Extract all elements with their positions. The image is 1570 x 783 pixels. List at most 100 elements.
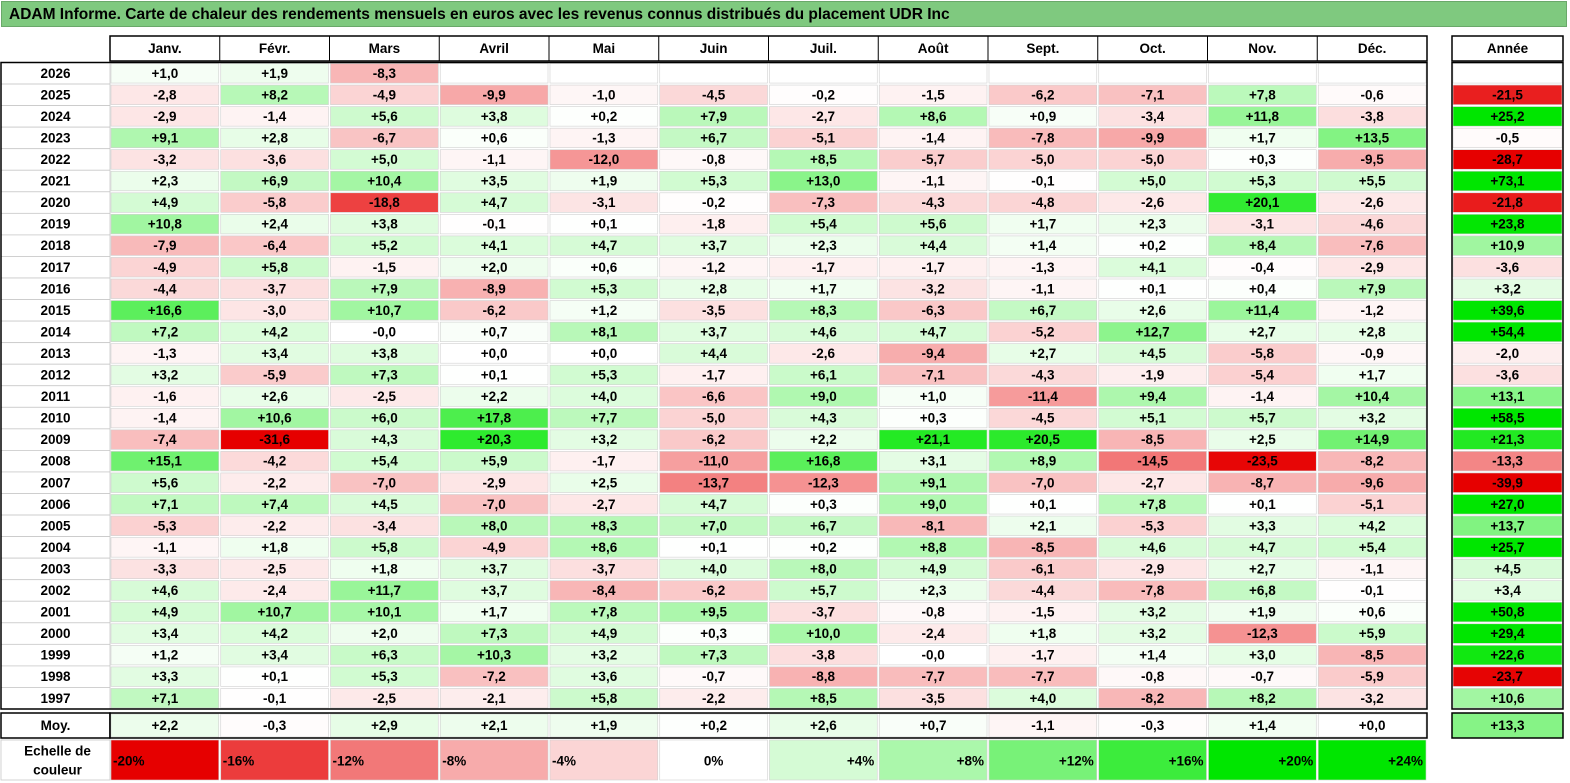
heatmap-cell xyxy=(220,235,329,256)
cell-value: -2,9 xyxy=(1141,561,1164,576)
heatmap-cell xyxy=(549,364,659,386)
cell-value: -3,1 xyxy=(592,195,616,210)
heatmap-cell xyxy=(878,192,988,213)
cell-value: +1,0 xyxy=(152,66,179,81)
cell-value: -2,5 xyxy=(373,691,397,706)
cell-value: +5,3 xyxy=(1249,174,1276,189)
heatmap-cell xyxy=(110,343,220,364)
heatmap-cell xyxy=(110,192,220,213)
heatmap-cell xyxy=(878,451,988,472)
scale-swatch xyxy=(549,739,659,781)
cell-value: -2,8 xyxy=(153,87,177,102)
heatmap-cell xyxy=(988,343,1098,364)
heatmap-cell xyxy=(1098,257,1207,278)
year-total-cell xyxy=(1452,515,1563,536)
cell-value: -2,2 xyxy=(263,518,286,533)
cell-value: -2,1 xyxy=(482,691,506,706)
row-label-2008: 2008 xyxy=(40,454,71,469)
cell-value: +20,5 xyxy=(1026,432,1061,447)
cell-value: +4,7 xyxy=(920,324,947,339)
cell-value: -12,0 xyxy=(588,152,619,167)
heatmap-cell xyxy=(1208,429,1317,450)
heatmap-cell xyxy=(110,494,220,515)
cell-value: +0,1 xyxy=(1030,497,1057,512)
avg-value: +2,9 xyxy=(371,718,398,733)
heatmap-cell xyxy=(1317,623,1427,644)
cell-value: +4,2 xyxy=(261,626,288,641)
heatmap-cell xyxy=(878,494,988,515)
year-total-cell xyxy=(1452,429,1563,450)
heatmap-cell xyxy=(439,537,549,558)
cell-value: +8,3 xyxy=(810,303,837,318)
cell-value: +5,7 xyxy=(1249,411,1276,426)
cell-value: -5,1 xyxy=(1360,497,1384,512)
cell-value: -3,4 xyxy=(1141,109,1165,124)
heatmap-cell xyxy=(110,214,220,235)
heatmap-cell xyxy=(988,580,1098,601)
cell-value: -3,2 xyxy=(1360,691,1383,706)
cell-value: -8,2 xyxy=(1141,691,1164,706)
cell-value: -3,8 xyxy=(812,648,836,663)
cell-value: +0,9 xyxy=(1030,109,1057,124)
heatmap-cell xyxy=(220,300,329,321)
cell-value: +0,3 xyxy=(810,497,837,512)
heatmap-cell xyxy=(110,364,220,386)
avg-value: -1,1 xyxy=(1031,718,1055,733)
chart-title: ADAM Informe. Carte de chaleur des rende… xyxy=(9,6,950,23)
heatmap-cell xyxy=(769,192,878,213)
heatmap-cell xyxy=(878,623,988,644)
heatmap-cell xyxy=(110,537,220,558)
cell-value: -0,1 xyxy=(1360,583,1384,598)
heatmap-cell xyxy=(439,149,549,170)
heatmap-cell xyxy=(439,645,549,666)
heatmap-cell xyxy=(988,127,1098,148)
cell-value: +0,6 xyxy=(481,130,508,145)
year-total-value: -21,8 xyxy=(1492,195,1523,210)
year-total-cell xyxy=(1452,84,1563,105)
cell-value: +4,2 xyxy=(1359,518,1386,533)
year-header-cell xyxy=(1451,35,1564,62)
cell-value: -5,0 xyxy=(1031,152,1054,167)
cell-value: -3,1 xyxy=(1251,217,1275,232)
cell-value: -5,2 xyxy=(1031,324,1054,339)
cell-value: +2,0 xyxy=(371,626,398,641)
heatmap-cell xyxy=(220,192,329,213)
cell-value: +8,1 xyxy=(591,324,618,339)
row-label-2020: 2020 xyxy=(40,195,70,210)
cell-value: -8,1 xyxy=(921,518,945,533)
cell-value: -6,2 xyxy=(702,583,725,598)
cell-value: +3,0 xyxy=(1249,648,1276,663)
cell-value: +8,0 xyxy=(810,561,837,576)
heatmap-cell xyxy=(220,623,329,644)
scale-step-label: -4% xyxy=(552,754,576,769)
heatmap-cell xyxy=(549,537,659,558)
cell-value: +2,8 xyxy=(1359,324,1386,339)
cell-value: +4,0 xyxy=(700,561,727,576)
cell-value: -1,2 xyxy=(702,260,725,275)
row-label-2007: 2007 xyxy=(40,475,70,490)
cell-value: -8,9 xyxy=(482,281,505,296)
heatmap-cell xyxy=(769,170,878,192)
cell-value: +2,0 xyxy=(481,260,508,275)
cell-value: -2,7 xyxy=(1141,475,1164,490)
cell-value: +1,9 xyxy=(591,174,618,189)
cell-value: +1,9 xyxy=(1249,605,1276,620)
heatmap-cell xyxy=(1098,106,1207,127)
heatmap-cell xyxy=(220,149,329,170)
cell-value: +17,8 xyxy=(477,411,512,426)
heatmap-cell xyxy=(1208,214,1317,235)
avg-value: +1,9 xyxy=(591,718,618,733)
cell-value: +7,8 xyxy=(591,605,618,620)
cell-value: +8,9 xyxy=(1030,454,1057,469)
heatmap-cell xyxy=(769,84,878,105)
heatmap-cell xyxy=(1208,558,1317,580)
heatmap-cell xyxy=(1098,235,1207,256)
row-label-2000: 2000 xyxy=(40,626,70,641)
heatmap-cell xyxy=(1317,472,1427,493)
cell-value: -1,4 xyxy=(1251,389,1275,404)
cell-value: +4,0 xyxy=(591,389,618,404)
heatmap-cell xyxy=(878,106,988,127)
heatmap-cell xyxy=(1317,494,1427,515)
cell-value: +2,5 xyxy=(1249,432,1276,447)
heatmap-cell xyxy=(330,666,439,687)
